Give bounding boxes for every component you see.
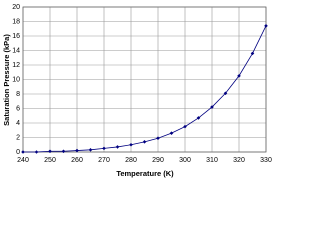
x-tick-label: 260 bbox=[71, 157, 83, 164]
x-tick-label: 300 bbox=[179, 157, 191, 164]
data-point bbox=[210, 105, 214, 109]
y-tick-label: 16 bbox=[12, 33, 20, 40]
data-point bbox=[34, 150, 39, 154]
x-tick-label: 250 bbox=[44, 157, 56, 164]
chart: Temperature (K) Saturation Pressure (kPa… bbox=[2, 4, 272, 178]
data-point bbox=[250, 51, 255, 56]
data-point bbox=[156, 136, 160, 141]
data-point bbox=[115, 145, 120, 149]
data-point bbox=[48, 149, 52, 154]
y-tick-label: 12 bbox=[12, 62, 20, 69]
y-tick-label: 6 bbox=[16, 105, 20, 112]
x-tick-label: 320 bbox=[233, 157, 245, 164]
data-point bbox=[196, 116, 201, 120]
y-tick-label: 0 bbox=[16, 149, 20, 156]
x-tick-label: 280 bbox=[125, 157, 137, 164]
data-point bbox=[21, 150, 25, 154]
y-tick-label: 14 bbox=[12, 47, 20, 54]
y-tick-label: 18 bbox=[12, 18, 20, 25]
y-tick-label: 8 bbox=[16, 91, 20, 98]
y-tick-label: 10 bbox=[12, 76, 20, 83]
x-tick-label: 310 bbox=[206, 157, 218, 164]
data-point bbox=[183, 124, 187, 129]
plot-border bbox=[22, 6, 267, 153]
data-point bbox=[169, 131, 174, 135]
x-axis-title: Temperature (K) bbox=[116, 169, 174, 178]
data-line bbox=[23, 25, 267, 153]
y-axis-title: Saturation Pressure (kPa) bbox=[2, 34, 11, 126]
data-point bbox=[264, 24, 268, 28]
data-point bbox=[102, 146, 106, 151]
data-point bbox=[129, 142, 133, 147]
x-tick-label: 240 bbox=[17, 157, 29, 164]
data-point bbox=[142, 140, 147, 144]
data-point bbox=[223, 91, 228, 96]
y-tick-label: 4 bbox=[16, 120, 20, 127]
x-tick-label: 330 bbox=[260, 157, 272, 164]
data-point bbox=[75, 148, 79, 153]
x-tick-label: 270 bbox=[98, 157, 110, 164]
y-tick-label: 20 bbox=[12, 4, 20, 11]
data-point bbox=[61, 149, 66, 154]
y-tick-label: 2 bbox=[16, 134, 20, 141]
data-point bbox=[237, 74, 241, 78]
data-point bbox=[88, 148, 93, 152]
x-tick-label: 290 bbox=[152, 157, 164, 164]
